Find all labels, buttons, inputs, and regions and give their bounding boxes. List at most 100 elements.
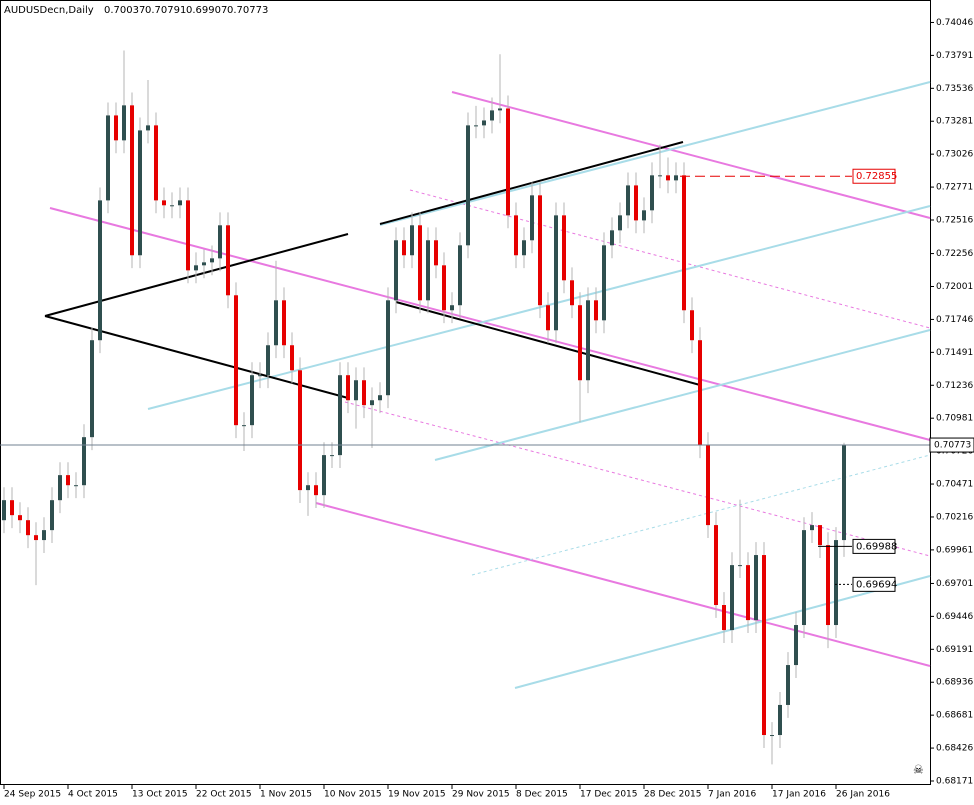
candle-body [746,565,750,621]
candle-body [658,175,662,177]
candle-body [706,445,710,526]
candle-body [10,500,14,516]
ohlc-close: 0.70773 [227,5,268,16]
candle-body [826,545,830,626]
y-tick-label: 0.73791 [936,51,973,61]
candle-body [306,485,310,491]
candle-body [690,310,694,341]
y-tick-label: 0.70471 [936,480,973,490]
x-tick-label: 19 Nov 2015 [388,790,446,800]
pitchfork-line [395,301,701,386]
candle-body [786,665,790,705]
header: AUDUSDecn,Daily 0.70037 0.70791 0.69907 … [4,5,268,16]
candle-body [602,245,606,321]
candle-body [594,300,598,321]
candle-body [210,258,214,263]
channel-line [434,329,931,461]
candle-body [258,375,262,377]
y-tick-label: 0.72771 [936,183,973,193]
x-tick-label: 4 Oct 2015 [68,790,118,800]
x-tick-label: 17 Jan 2016 [772,790,826,800]
candle-body [106,115,110,201]
candle-body [754,555,758,621]
current-price-label: 0.70773 [934,441,971,451]
y-tick-label: 0.71746 [936,315,973,325]
y-tick-label: 0.70216 [936,512,973,522]
candle-body [770,735,774,737]
candle-body [666,175,670,181]
candle-body [138,130,142,256]
channel-mid-line [471,454,931,576]
candle-body [586,300,590,381]
candle-body [266,345,270,376]
candle-body [402,240,406,256]
channel-line [514,575,931,689]
candle-body [522,240,526,256]
y-tick-label: 0.73026 [936,150,973,160]
price-level-label: 0.72855 [856,171,897,182]
x-tick-label: 17 Dec 2015 [580,790,638,800]
candle-body [66,475,70,486]
y-tick-label: 0.71236 [936,381,973,391]
candle-body [626,185,630,216]
candle-body [146,125,150,131]
candle-body [738,565,742,567]
candle-body [330,455,334,457]
candle-body [722,605,726,631]
candle-body [642,210,646,221]
candle-body [698,340,702,446]
candle-body [562,215,566,281]
candle-body [218,225,222,259]
candle-body [90,340,94,438]
candle-body [18,515,22,521]
candle-body [514,215,518,256]
x-tick-label: 24 Sep 2015 [4,790,61,800]
y-tick-label: 0.69191 [936,645,973,655]
candle-body [810,525,814,531]
y-tick-label: 0.72256 [936,249,973,259]
y-tick-label: 0.69961 [936,545,973,555]
candle-body [154,125,158,201]
candle-body [578,305,582,381]
candles [2,50,846,765]
candle-body [250,375,254,426]
candle-body [730,565,734,631]
candle-body [714,525,718,606]
candle-body [282,300,286,346]
candle-body [650,175,654,211]
candle-body [362,380,366,406]
candle-body [426,240,430,301]
candle-body [842,445,846,541]
price-level-box [852,538,896,554]
candle-body [122,105,126,141]
candle-body [242,425,246,427]
channel-line [49,207,931,441]
candle-body [58,475,62,501]
pitchfork-line [44,315,349,399]
candle-body [490,110,494,121]
price-level-label: 0.69988 [856,541,897,552]
candle-body [394,240,398,301]
candle-body [778,704,782,736]
candle-body [298,370,302,491]
candle-body [114,115,118,141]
candle-body [178,200,182,206]
candle-body [554,215,558,331]
y-tick-label: 0.73281 [936,117,973,127]
candle-body [762,555,766,736]
y-tick-label: 0.69701 [936,579,973,589]
candle-body [682,175,686,311]
candle-body [610,230,614,246]
y-tick-label: 0.70981 [936,414,973,424]
candle-body [506,108,510,216]
candle-body [498,108,502,111]
candle-body [194,265,198,271]
ohlc-low: 0.69907 [186,5,227,16]
candle-body [202,262,206,266]
candle-body [618,215,622,231]
candle-body [466,125,470,246]
candle-body [386,300,390,396]
x-tick-label: 8 Dec 2015 [516,790,568,800]
x-tick-label: 28 Dec 2015 [644,790,702,800]
